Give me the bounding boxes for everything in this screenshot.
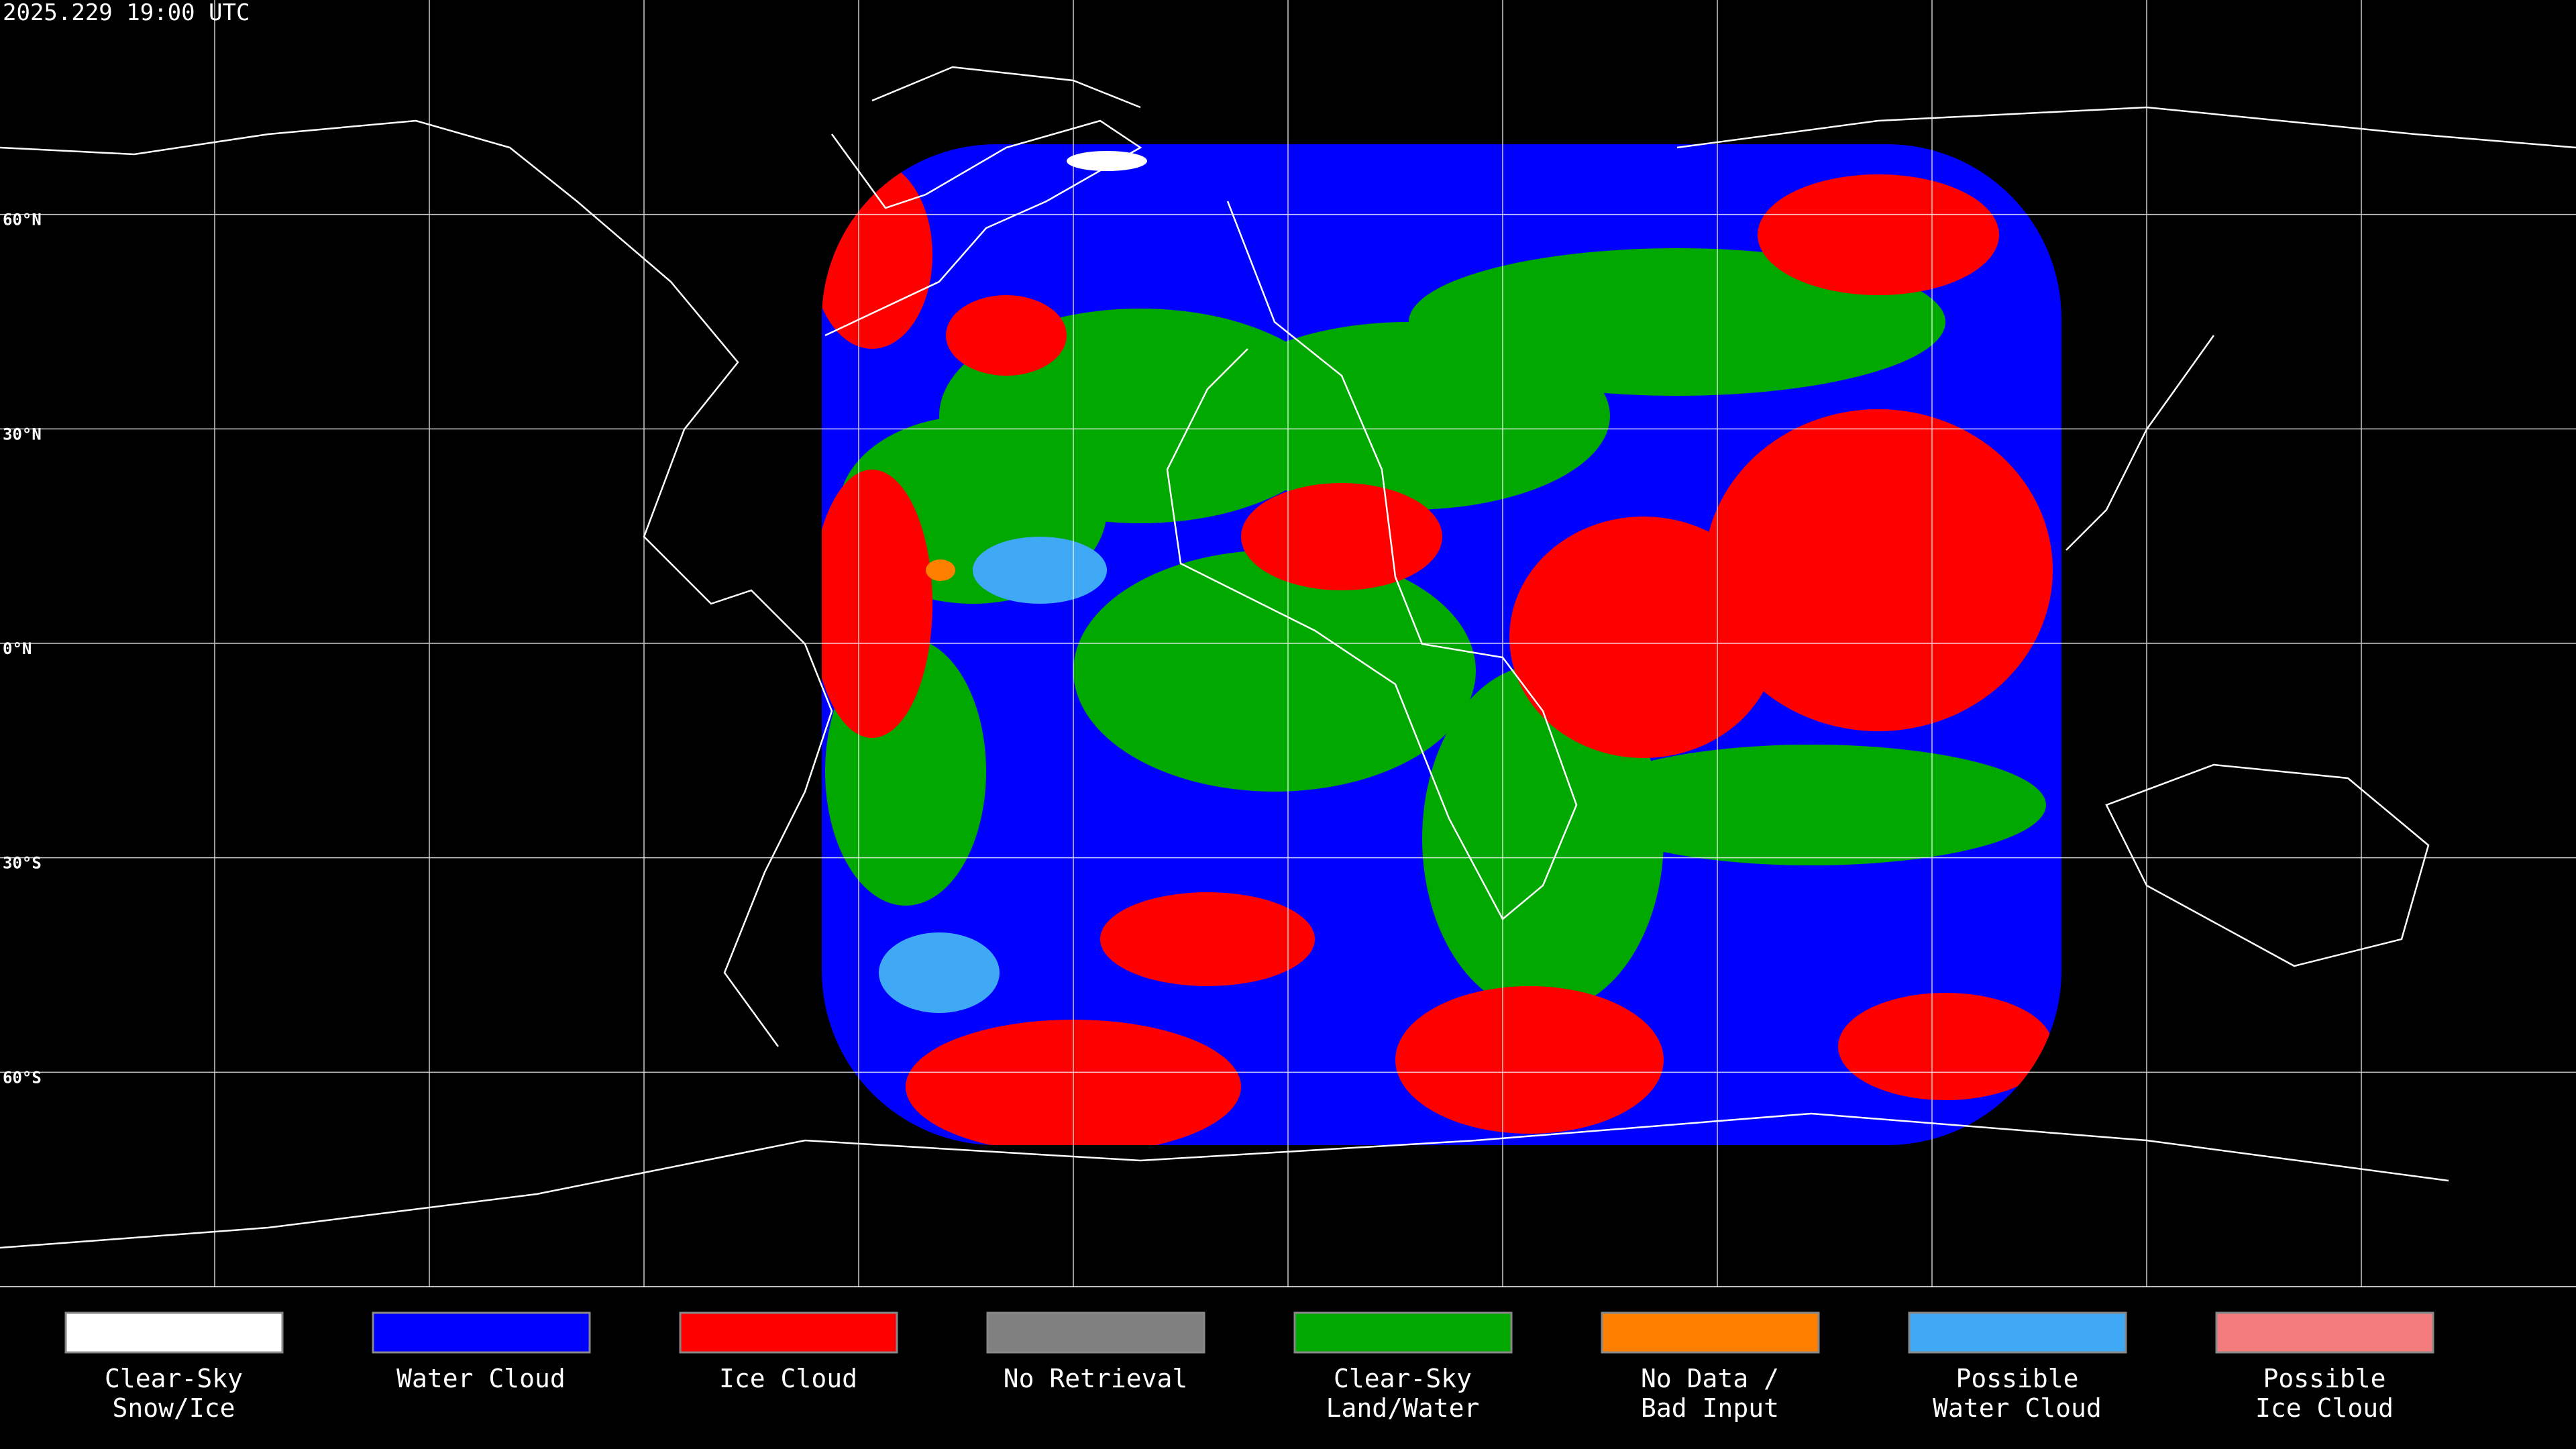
- legend-swatch: [372, 1311, 591, 1354]
- legend-swatch: [1293, 1311, 1513, 1354]
- latitude-label: 60°N: [3, 211, 42, 229]
- legend-swatch: [1601, 1311, 1820, 1354]
- cloud-phase-imagery: [822, 144, 2061, 1145]
- imagery-region: [1704, 409, 2053, 731]
- coastline: [871, 66, 1141, 109]
- imagery-region: [1409, 248, 1945, 396]
- coastline: [824, 119, 1142, 337]
- imagery-region: [926, 559, 955, 581]
- imagery-region: [1100, 892, 1315, 986]
- imagery-region: [1241, 483, 1442, 590]
- legend-label: Clear-Sky: [105, 1364, 243, 1393]
- legend-label: Possible: [2263, 1364, 2385, 1393]
- coastline: [1166, 201, 1578, 920]
- legend-label: Water Cloud: [396, 1364, 566, 1393]
- legend-swatch: [64, 1311, 284, 1354]
- latitude-label: 60°S: [3, 1068, 42, 1087]
- imagery-region: [1073, 550, 1476, 792]
- imagery-region: [1395, 986, 1664, 1134]
- legend-label: No Retrieval: [1004, 1364, 1188, 1393]
- legend-label: No Data /: [1641, 1364, 1779, 1393]
- imagery-region: [946, 295, 1067, 376]
- legend-label: Clear-Sky: [1334, 1364, 1472, 1393]
- legend-swatch: [1908, 1311, 2127, 1354]
- legend-label: Possible: [1955, 1364, 2078, 1393]
- latitude-label: 30°S: [3, 854, 42, 873]
- legend-swatch: [679, 1311, 898, 1354]
- imagery-region: [1838, 993, 2053, 1100]
- imagery-region: [1067, 151, 1147, 171]
- coastlines: [0, 66, 2576, 1249]
- legend-label: Ice Cloud: [719, 1364, 857, 1393]
- legend-swatch: [2215, 1311, 2434, 1354]
- legend-label: Bad Input: [1641, 1393, 1779, 1423]
- legend-label: Land/Water: [1326, 1393, 1480, 1423]
- imagery-region: [879, 932, 1000, 1013]
- legend-label: Snow/Ice: [112, 1393, 235, 1423]
- imagery-region: [1576, 745, 2046, 865]
- imagery-region: [822, 470, 932, 738]
- legend-swatch: [986, 1311, 1205, 1354]
- latitude-label: 30°N: [3, 425, 42, 443]
- coastline: [0, 1112, 2449, 1249]
- imagery-region: [973, 537, 1107, 604]
- legend-label: Water Cloud: [1933, 1393, 2102, 1423]
- graticule: [0, 0, 2576, 1287]
- timestamp: 2025.229 19:00 UTC: [3, 0, 250, 26]
- legend-label: Ice Cloud: [2255, 1393, 2394, 1423]
- imagery-region: [1758, 174, 1999, 295]
- latitude-label: 0°N: [3, 639, 32, 658]
- coastline: [0, 119, 833, 1047]
- imagery-region: [1509, 517, 1778, 758]
